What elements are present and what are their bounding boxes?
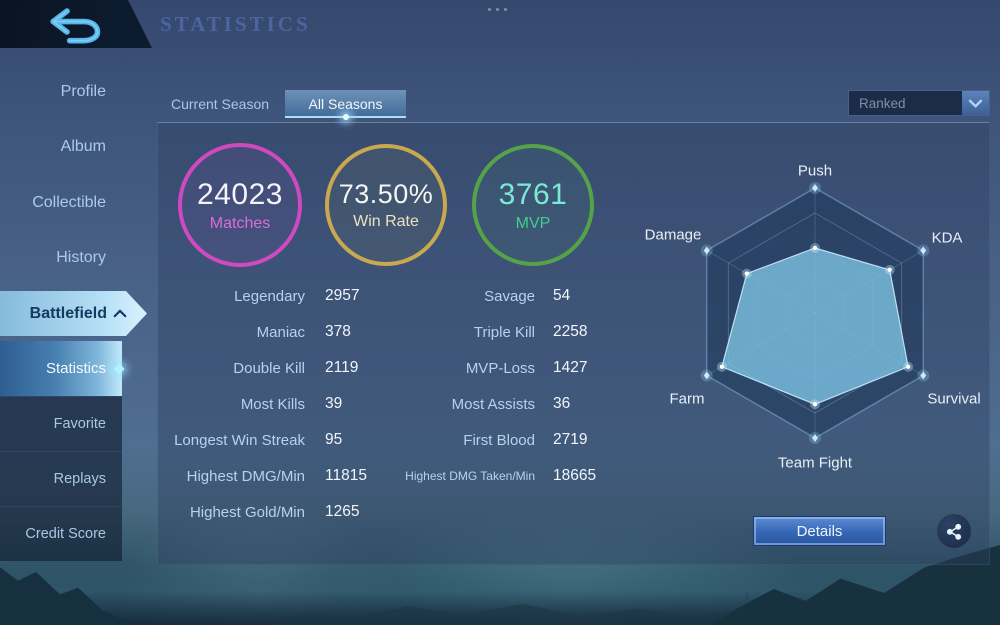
tab-all-seasons[interactable]: All Seasons <box>285 90 406 120</box>
mode-filter-dropdown[interactable]: Ranked <box>848 90 990 116</box>
radar-axis-label-team-fight: Team Fight <box>777 454 853 472</box>
stat-label: Savage <box>484 287 535 305</box>
sidebar-subitem-statistics[interactable]: Statistics <box>0 341 125 396</box>
tab-current-season[interactable]: Current Season <box>170 96 270 112</box>
stat-value: 1427 <box>553 359 588 376</box>
stat-label: Most Kills <box>240 395 305 413</box>
stat-row: Triple Kill 2258 <box>388 314 596 350</box>
ellipsis-icon <box>488 8 507 11</box>
stat-row: Longest Win Streak 95 <box>157 422 367 458</box>
stat-row: First Blood 2719 <box>388 422 596 458</box>
sidebar-subitem-label: Statistics <box>45 360 106 377</box>
diamond-sparkle-icon <box>113 362 125 375</box>
stat-label: Maniac <box>256 323 305 341</box>
stat-label: Longest Win Streak <box>174 431 305 449</box>
back-button[interactable] <box>38 5 110 45</box>
radar-axis-label-farm: Farm <box>669 390 705 408</box>
summary-value: 3761 <box>498 177 568 211</box>
stats-column-right: Savage 54 Triple Kill 2258 MVP-Loss 1427 Mo… <box>388 278 596 494</box>
stat-value: 11815 <box>325 467 367 484</box>
tab-label: All Seasons <box>308 96 383 112</box>
sidebar-subitem-favorite[interactable]: Favorite <box>0 396 122 451</box>
stat-row: Legendary 2957 <box>157 278 367 314</box>
share-button[interactable] <box>937 514 971 548</box>
summary-value: 73.50% <box>338 179 434 209</box>
summary-value: 24023 <box>197 177 283 211</box>
performance-radar-chart <box>700 182 930 444</box>
chevron-up-icon <box>113 309 127 318</box>
stat-row: Maniac 378 <box>157 314 367 350</box>
stat-value: 2258 <box>553 323 588 340</box>
sidebar-item-collectible[interactable]: Collectible <box>32 194 106 211</box>
stat-row: Most Kills 39 <box>157 386 367 422</box>
radar-axis-label-kda: KDA <box>931 229 963 247</box>
sidebar-subitem-replays[interactable]: Replays <box>0 451 122 506</box>
sidebar-subitem-credit-score[interactable]: Credit Score <box>0 506 122 561</box>
stat-value: 2957 <box>325 287 360 304</box>
stat-label: Legendary <box>234 287 305 305</box>
sidebar-item-battlefield[interactable]: Battlefield <box>0 291 147 336</box>
stat-label: Highest DMG Taken/Min <box>405 469 535 483</box>
stat-value: 39 <box>325 395 343 412</box>
summary-label: Win Rate <box>353 213 419 230</box>
stat-value: 378 <box>325 323 351 340</box>
stat-value: 36 <box>553 395 571 412</box>
summary-circle-0: 24023 Matches <box>178 143 302 267</box>
stat-value: 54 <box>553 287 571 304</box>
summary-circle-1: 73.50% Win Rate <box>325 144 447 266</box>
stat-row: Highest DMG Taken/Min 18665 <box>388 458 596 494</box>
details-button[interactable]: Details <box>753 516 886 546</box>
stat-value: 95 <box>325 431 343 448</box>
sidebar-subitem-label: Favorite <box>53 416 106 432</box>
chevron-down-icon <box>968 99 983 107</box>
page-title: STATISTICS <box>160 12 311 36</box>
back-arrow-icon <box>50 8 101 44</box>
stat-label: Most Assists <box>451 395 535 413</box>
sidebar-item-profile[interactable]: Profile <box>60 83 106 100</box>
summary-label: Matches <box>209 214 271 232</box>
stat-row: Most Assists 36 <box>388 386 596 422</box>
stat-label: Double Kill <box>233 359 305 377</box>
radar-axis-label-damage: Damage <box>644 226 702 244</box>
stat-value: 1265 <box>325 503 360 520</box>
dropdown-selected-value: Ranked <box>859 95 906 111</box>
stat-label: Highest Gold/Min <box>189 503 305 521</box>
stats-column-left: Legendary 2957 Maniac 378 Double Kill 2119 … <box>157 278 367 530</box>
radar-axis-label-survival: Survival <box>927 390 981 408</box>
stat-value: 18665 <box>553 467 597 484</box>
tab-active-glow <box>342 114 349 120</box>
stat-row: Double Kill 2119 <box>157 350 367 386</box>
stat-row: Highest DMG/Min 11815 <box>157 458 367 494</box>
radar-axis-label-push: Push <box>797 162 833 180</box>
battlefield-submenu: Statistics Favorite Replays Credit Score <box>0 341 125 561</box>
stat-value: 2719 <box>553 431 588 448</box>
stat-row: MVP-Loss 1427 <box>388 350 596 386</box>
stat-label: Triple Kill <box>473 323 535 341</box>
sidebar-item-album[interactable]: Album <box>60 138 106 155</box>
sidebar-item-history[interactable]: History <box>56 249 106 266</box>
stat-row: Highest Gold/Min 1265 <box>157 494 367 530</box>
stat-label: MVP-Loss <box>465 359 535 377</box>
sidebar-subitem-label: Replays <box>53 471 106 487</box>
summary-label: MVP <box>515 214 551 232</box>
stat-value: 2119 <box>325 359 359 376</box>
stat-row: Savage 54 <box>388 278 596 314</box>
sidebar-subitem-label: Credit Score <box>25 526 106 542</box>
stat-label: Highest DMG/Min <box>186 467 305 485</box>
summary-circle-2: 3761 MVP <box>472 144 594 266</box>
dropdown-button[interactable] <box>962 91 989 115</box>
share-network-icon <box>946 523 962 540</box>
sidebar-item-label: Battlefield <box>29 304 107 322</box>
stat-label: First Blood <box>463 431 535 449</box>
